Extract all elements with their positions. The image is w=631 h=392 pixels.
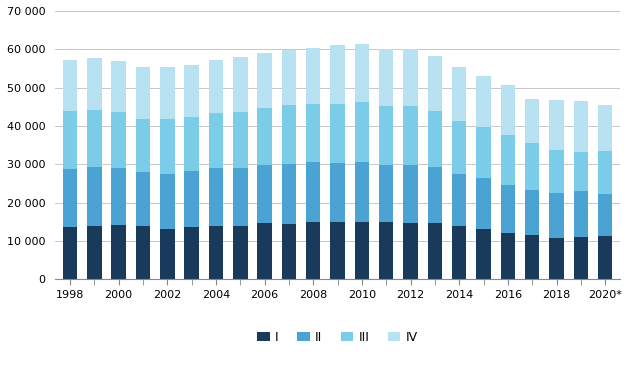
Bar [598,151,613,194]
Bar [549,100,564,150]
Bar [574,237,588,279]
Bar [184,171,199,227]
Bar [379,222,394,279]
Bar [87,110,102,167]
Bar [111,61,126,112]
Bar [160,119,175,174]
Bar [87,58,102,110]
Bar [525,99,540,143]
Bar [428,223,442,279]
Bar [525,189,540,236]
Bar [598,194,613,236]
Bar [62,227,77,279]
Bar [379,165,394,222]
Bar [281,105,296,164]
Bar [355,102,369,162]
Bar [598,105,613,151]
Bar [136,226,150,279]
Bar [379,106,394,165]
Bar [476,127,491,178]
Legend: I, II, III, IV: I, II, III, IV [252,326,423,348]
Bar [306,162,321,222]
Bar [500,233,515,279]
Bar [233,168,247,226]
Bar [525,143,540,189]
Bar [281,164,296,223]
Bar [281,223,296,279]
Bar [160,174,175,229]
Bar [574,102,588,152]
Bar [62,169,77,227]
Bar [403,106,418,165]
Bar [306,48,321,104]
Bar [428,111,442,167]
Bar [476,229,491,279]
Bar [379,49,394,106]
Bar [574,191,588,237]
Bar [87,225,102,279]
Bar [209,169,223,226]
Bar [330,222,345,279]
Bar [330,104,345,163]
Bar [500,85,515,136]
Bar [136,172,150,226]
Bar [209,113,223,169]
Bar [549,150,564,193]
Bar [330,45,345,104]
Bar [428,167,442,223]
Bar [160,67,175,119]
Bar [136,119,150,172]
Bar [403,49,418,106]
Bar [355,162,369,222]
Bar [403,223,418,279]
Bar [209,226,223,279]
Bar [428,56,442,111]
Bar [160,229,175,279]
Bar [452,120,466,174]
Bar [500,185,515,233]
Bar [233,226,247,279]
Bar [574,152,588,191]
Bar [209,60,223,113]
Bar [184,227,199,279]
Bar [598,236,613,279]
Bar [87,167,102,225]
Bar [62,60,77,111]
Bar [257,165,272,223]
Bar [525,236,540,279]
Bar [500,136,515,185]
Bar [111,225,126,279]
Bar [452,174,466,226]
Bar [184,117,199,171]
Bar [476,76,491,127]
Bar [257,53,272,107]
Bar [355,44,369,102]
Bar [62,111,77,169]
Bar [549,193,564,238]
Bar [111,112,126,168]
Bar [355,222,369,279]
Bar [306,104,321,162]
Bar [476,178,491,229]
Bar [233,57,247,112]
Bar [257,223,272,279]
Bar [184,65,199,117]
Bar [403,165,418,223]
Bar [281,50,296,105]
Bar [452,67,466,120]
Bar [330,163,345,222]
Bar [306,222,321,279]
Bar [257,107,272,165]
Bar [549,238,564,279]
Bar [111,168,126,225]
Bar [452,226,466,279]
Bar [136,67,150,119]
Bar [233,112,247,168]
